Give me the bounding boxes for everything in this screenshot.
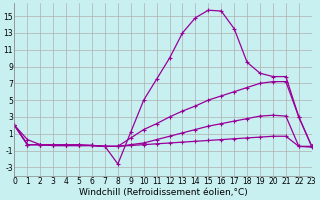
X-axis label: Windchill (Refroidissement éolien,°C): Windchill (Refroidissement éolien,°C)	[79, 188, 247, 197]
